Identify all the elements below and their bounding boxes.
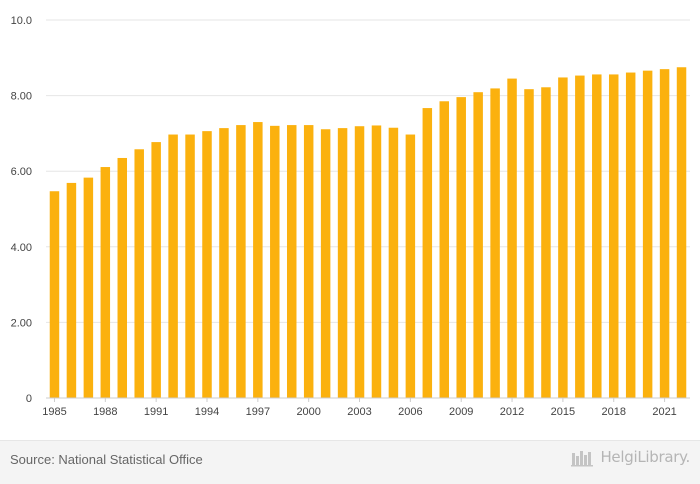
x-tick-label: 1994 <box>195 406 219 418</box>
bar-1992[interactable] <box>168 134 178 398</box>
x-tick-label: 2003 <box>347 406 371 418</box>
bar-2013[interactable] <box>524 89 534 398</box>
x-tick-label: 2015 <box>551 406 575 418</box>
bar-1987[interactable] <box>83 177 94 398</box>
x-axis: 1985 1988 1991 1994 1997 2000 2003 2006 2009 2012… <box>42 397 690 418</box>
footer: Source: National Statistical Office Helg… <box>0 440 700 484</box>
bars <box>49 67 687 399</box>
brand-name: HelgiLibrary. <box>600 448 690 466</box>
bar-2008[interactable] <box>439 101 450 399</box>
x-tick-label: 2018 <box>601 406 625 418</box>
y-axis: 0 2.00 4.00 6.00 8.00 10.0 <box>11 15 32 405</box>
bar-2010[interactable] <box>473 92 483 398</box>
bar-2019[interactable] <box>625 72 636 399</box>
bar-2021[interactable] <box>659 69 670 398</box>
bar-2007[interactable] <box>422 108 433 398</box>
bar-2003[interactable] <box>354 126 365 398</box>
x-tick-label: 1985 <box>42 406 66 418</box>
bar-1985[interactable] <box>49 191 60 398</box>
bar-2012[interactable] <box>507 78 517 398</box>
x-tick-label: 1991 <box>144 406 168 418</box>
bar-2017[interactable] <box>592 74 602 398</box>
x-tick-label: 2006 <box>398 406 422 418</box>
bar-2016[interactable] <box>575 75 585 398</box>
bar-1994[interactable] <box>202 131 212 398</box>
x-tick-label: 2021 <box>652 406 676 418</box>
x-tick-label: 1997 <box>246 406 270 418</box>
bar-2005[interactable] <box>388 127 399 398</box>
bar-1999[interactable] <box>286 125 297 399</box>
bar-2001[interactable] <box>320 129 331 398</box>
bar-1996[interactable] <box>236 125 246 399</box>
bar-1998[interactable] <box>270 125 280 398</box>
x-tick-label: 1988 <box>93 406 117 418</box>
bar-1990[interactable] <box>134 149 144 398</box>
x-tick-label: 2009 <box>449 406 473 418</box>
y-tick-label: 0 <box>26 393 32 405</box>
bar-2022[interactable] <box>676 67 687 398</box>
bar-2018[interactable] <box>608 74 619 398</box>
bar-1997[interactable] <box>253 122 263 398</box>
library-icon <box>571 451 594 467</box>
y-tick-label: 2.00 <box>11 317 32 329</box>
brand-logo[interactable]: HelgiLibrary. <box>570 447 690 467</box>
bar-2011[interactable] <box>490 88 500 398</box>
bar-1986[interactable] <box>66 182 77 398</box>
bar-1989[interactable] <box>117 157 128 398</box>
y-tick-label: 10.0 <box>11 15 32 27</box>
source-label: Source: National Statistical Office <box>10 452 203 467</box>
bar-2015[interactable] <box>558 77 568 399</box>
bar-1991[interactable] <box>151 142 161 398</box>
bar-2002[interactable] <box>337 128 348 398</box>
y-tick-label: 6.00 <box>11 166 32 178</box>
bar-1993[interactable] <box>185 134 195 398</box>
bar-2020[interactable] <box>642 70 653 398</box>
y-tick-label: 8.00 <box>11 91 32 103</box>
x-tick-label: 2000 <box>296 406 320 418</box>
bar-2009[interactable] <box>456 97 466 398</box>
y-tick-label: 4.00 <box>11 242 32 254</box>
bar-2004[interactable] <box>371 125 382 398</box>
bar-1995[interactable] <box>219 128 229 398</box>
bar-2014[interactable] <box>541 87 551 398</box>
bar-1988[interactable] <box>100 167 111 398</box>
bar-2006[interactable] <box>405 134 416 398</box>
bar-2000[interactable] <box>303 125 314 399</box>
x-tick-label: 2012 <box>500 406 524 418</box>
